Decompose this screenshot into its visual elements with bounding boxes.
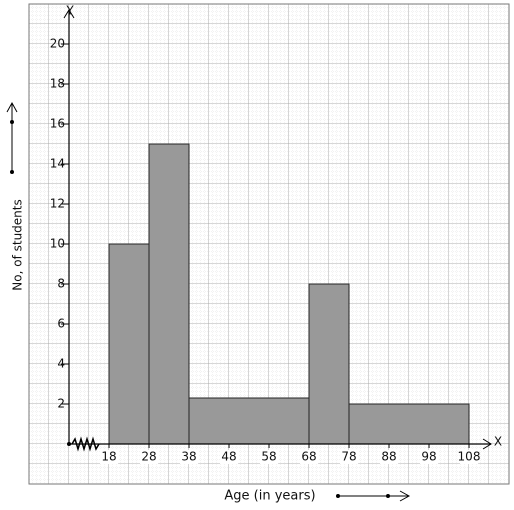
x-tick-label: 108: [458, 450, 481, 464]
x-tick-label-bg: [380, 450, 398, 464]
x-tick-label-bg: [460, 450, 478, 464]
bar: [188, 397, 310, 445]
bar: [108, 243, 150, 445]
x-tick-label-bg: [180, 450, 198, 464]
x-tick-label: 78: [341, 450, 356, 464]
bar: [308, 283, 350, 445]
x-tick-label: 28: [141, 450, 156, 464]
y-axis-title: No, of students: [11, 199, 25, 290]
y-tick-label: 10: [50, 237, 65, 251]
decor-arrows: [6, 101, 411, 502]
x-tick-label: 88: [381, 450, 396, 464]
bar: [148, 143, 190, 445]
y-tick-label: 12: [50, 197, 65, 211]
x-tick-label: 38: [181, 450, 196, 464]
origin-dot: [67, 442, 71, 446]
x-tick-label-bg: [260, 450, 278, 464]
x-tick-label-bg: [220, 450, 238, 464]
y-tick-label: 2: [57, 397, 65, 411]
x-tick-label: 48: [221, 450, 236, 464]
x-tick-label: 68: [301, 450, 316, 464]
y-tick-label: 8: [57, 277, 65, 291]
y-tick-label: 16: [50, 117, 65, 131]
y-tick-label: 14: [50, 157, 65, 171]
x-axis-arrow: [482, 438, 492, 450]
x-tick-label-bg: [140, 450, 158, 464]
y-axis-arrow: [63, 9, 75, 19]
x-tick-label-bg: [100, 450, 118, 464]
x-tick-label-bg: [300, 450, 318, 464]
x-tick-label: 18: [101, 450, 116, 464]
x-axis-title: Age (in years): [224, 489, 315, 504]
y-tick-label: 4: [57, 357, 65, 371]
x-tick-label: 58: [261, 450, 276, 464]
x-tick-label: 98: [421, 450, 436, 464]
y-tick-label: 20: [50, 37, 65, 51]
x-tick-label-bg: [340, 450, 358, 464]
y-tick-label: 18: [50, 77, 65, 91]
bar: [348, 403, 470, 445]
y-axis-name: Y: [65, 4, 74, 18]
y-tick-label: 6: [57, 317, 65, 331]
x-tick-label-bg: [420, 450, 438, 464]
x-axis-name: X: [494, 435, 502, 449]
